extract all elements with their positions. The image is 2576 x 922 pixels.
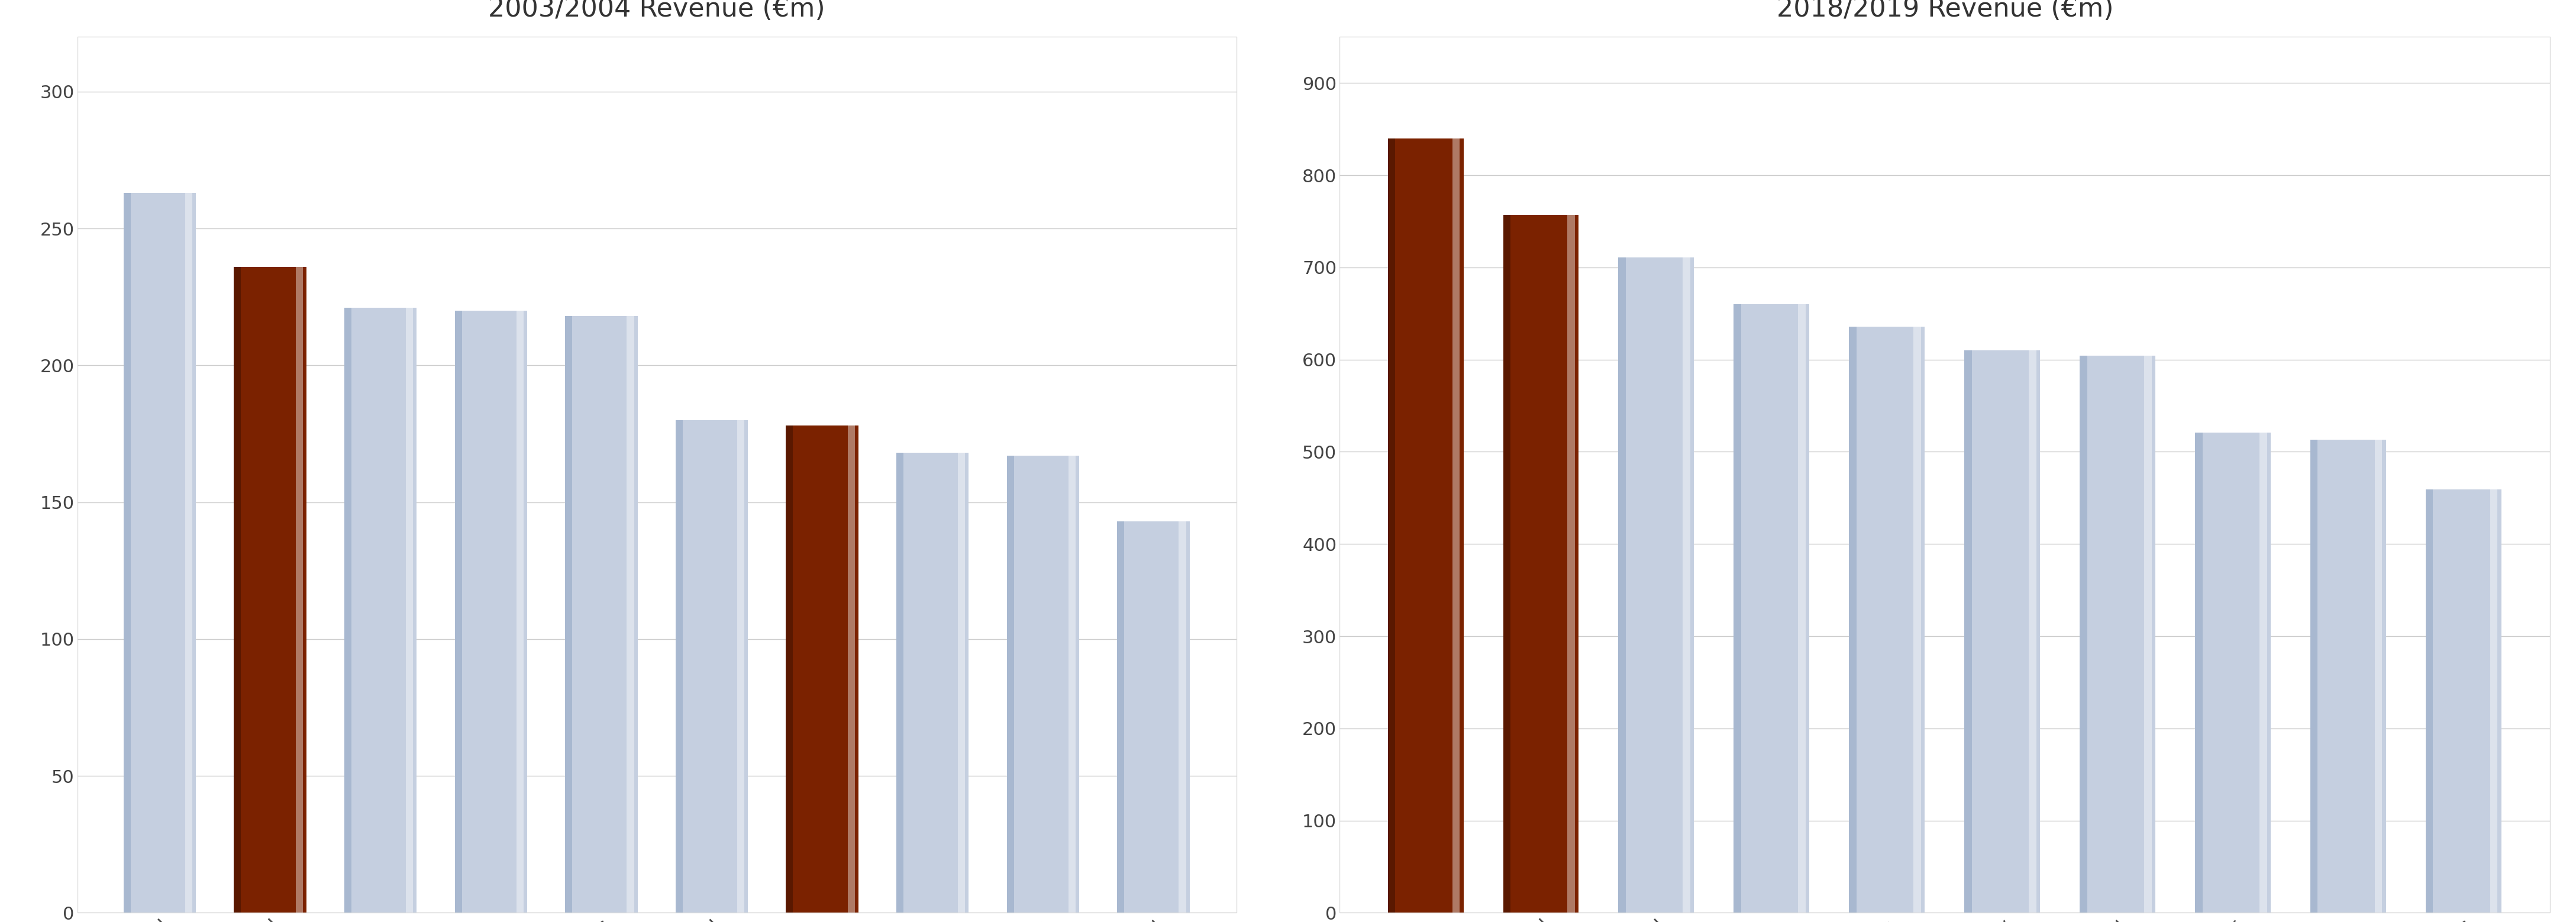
Bar <box>1965 350 2040 913</box>
Bar <box>1850 326 1924 913</box>
Bar <box>296 266 304 913</box>
Bar <box>1682 257 1690 913</box>
Bar <box>345 308 417 913</box>
Bar <box>2195 432 2269 913</box>
Bar <box>675 420 747 913</box>
Bar <box>2491 490 2499 913</box>
Bar <box>1388 138 1396 913</box>
Bar <box>2143 356 2151 913</box>
Bar <box>124 193 131 913</box>
Bar <box>896 453 904 913</box>
Bar <box>456 311 461 913</box>
Bar <box>786 426 793 913</box>
Bar <box>1180 521 1185 913</box>
Bar <box>2259 432 2267 913</box>
Bar <box>2375 440 2383 913</box>
Bar <box>1734 304 1741 913</box>
Bar <box>1007 455 1079 913</box>
Bar <box>737 420 744 913</box>
Bar <box>626 316 634 913</box>
Bar <box>1504 215 1579 913</box>
Bar <box>1850 326 1857 913</box>
Bar <box>234 266 307 913</box>
Bar <box>1388 138 1463 913</box>
Bar <box>515 311 523 913</box>
Bar <box>1069 455 1077 913</box>
Bar <box>1118 521 1190 913</box>
Bar <box>2079 356 2087 913</box>
Bar <box>896 453 969 913</box>
Bar <box>1914 326 1922 913</box>
Bar <box>1569 215 1574 913</box>
Bar <box>2427 490 2501 913</box>
Bar <box>1734 304 1808 913</box>
Bar <box>185 193 193 913</box>
Bar <box>567 316 639 913</box>
Bar <box>1798 304 1806 913</box>
Bar <box>848 426 855 913</box>
Bar <box>958 453 966 913</box>
Bar <box>2427 490 2432 913</box>
Bar <box>1965 350 1971 913</box>
Bar <box>2081 356 2156 913</box>
Title: 2018/2019 Revenue (€m): 2018/2019 Revenue (€m) <box>1777 0 2112 21</box>
Bar <box>124 193 196 913</box>
Bar <box>564 316 572 913</box>
Bar <box>2030 350 2035 913</box>
Bar <box>2195 432 2202 913</box>
Bar <box>1118 521 1123 913</box>
Bar <box>1620 257 1695 913</box>
Bar <box>2311 440 2385 913</box>
Bar <box>2311 440 2318 913</box>
Bar <box>234 266 242 913</box>
Bar <box>786 426 858 913</box>
Bar <box>1618 257 1625 913</box>
Bar <box>456 311 528 913</box>
Bar <box>1502 215 1510 913</box>
Bar <box>345 308 350 913</box>
Bar <box>407 308 412 913</box>
Bar <box>675 420 683 913</box>
Bar <box>1007 455 1015 913</box>
Title: 2003/2004 Revenue (€m): 2003/2004 Revenue (€m) <box>489 0 824 21</box>
Bar <box>1453 138 1461 913</box>
